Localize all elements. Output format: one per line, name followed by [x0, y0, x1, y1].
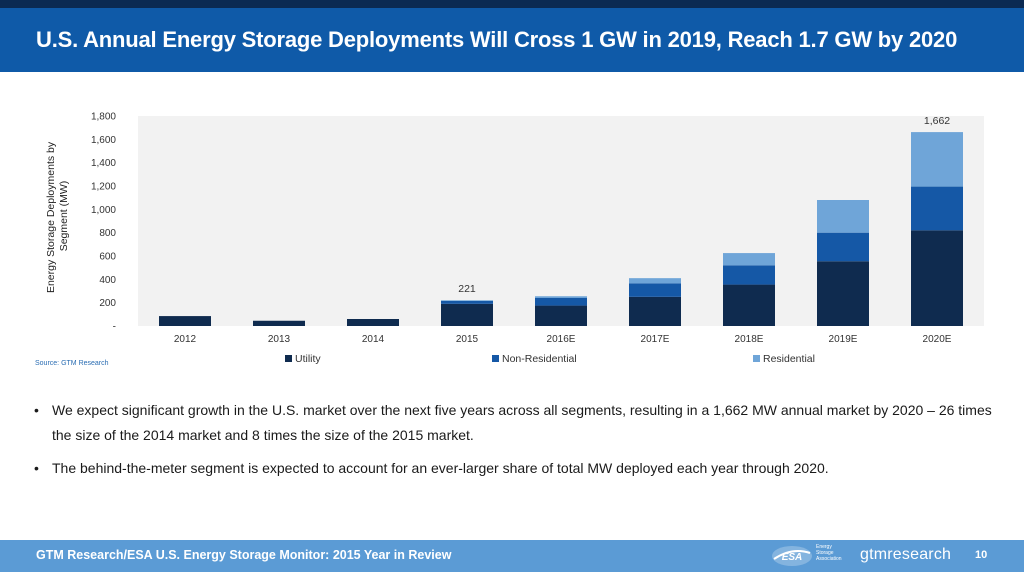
y-tick-label: - [113, 322, 116, 333]
x-tick-label: 2013 [268, 334, 291, 345]
y-tick-label: 1,200 [91, 182, 116, 193]
x-tick-label: 2017E [641, 334, 670, 345]
bar-segment-non-residential [535, 298, 587, 306]
bar-segment-utility [629, 296, 681, 326]
bar-segment-utility [817, 261, 869, 326]
bullet-item: The behind-the-meter segment is expected… [34, 456, 999, 481]
footer-bar: GTM Research/ESA U.S. Energy Storage Mon… [0, 540, 1024, 572]
bar-segment-non-residential [817, 232, 869, 262]
legend-swatch [285, 355, 292, 362]
x-tick-label: 2019E [829, 334, 858, 345]
bar-segment-residential [911, 132, 963, 187]
bar-segment-residential [723, 253, 775, 266]
y-axis-ticks: - 200 400 600 800 1,000 1,200 1,400 1,600 1,800 [91, 112, 116, 333]
esa-logo-icon: ESA [772, 546, 812, 566]
y-tick-label: 600 [99, 252, 116, 263]
bar-segment-non-residential [911, 186, 963, 231]
bar-segment-utility [911, 230, 963, 326]
legend-label: Residential [763, 353, 815, 365]
legend-swatch [492, 355, 499, 362]
bar-segment-utility [441, 303, 493, 326]
page-title: U.S. Annual Energy Storage Deployments W… [36, 27, 958, 52]
legend-label: Non-Residential [502, 353, 577, 365]
bar-segment-utility [347, 319, 399, 326]
gtm-brand-logo: gtmresearch [860, 546, 952, 563]
bar-segment-utility [723, 284, 775, 326]
bar-segment-residential [441, 300, 493, 301]
bullet-list: We expect significant growth in the U.S.… [34, 398, 999, 489]
footer-text: GTM Research/ESA U.S. Energy Storage Mon… [36, 548, 452, 562]
x-axis-ticks: 2012 2013 2014 2015 2016E 2017E 2018E 2019E 2020… [174, 334, 952, 345]
legend-swatch [753, 355, 760, 362]
y-axis-label: Energy Storage Deployments by Segment (M… [45, 139, 70, 293]
x-tick-label: 2015 [456, 334, 479, 345]
y-tick-label: 800 [99, 228, 116, 239]
bar-segment-non-residential [723, 265, 775, 285]
y-tick-label: 1,600 [91, 135, 116, 146]
bars [159, 132, 963, 326]
y-tick-label: 200 [99, 298, 116, 309]
y-tick-label: 1,000 [91, 205, 116, 216]
x-tick-label: 2012 [174, 334, 197, 345]
top-strip [0, 0, 1024, 8]
data-label: 221 [458, 283, 476, 295]
y-tick-label: 1,800 [91, 112, 116, 123]
bar-segment-residential [535, 296, 587, 298]
source-note: Source: GTM Research [35, 360, 109, 367]
bar-segment-utility [159, 316, 211, 326]
y-tick-label: 1,400 [91, 158, 116, 169]
y-tick-label: 400 [99, 275, 116, 286]
stacked-bar-chart: - 200 400 600 800 1,000 1,200 1,400 1,600 1,800 E… [45, 112, 984, 365]
bar-segment-residential [629, 278, 681, 284]
title-bar: U.S. Annual Energy Storage Deployments W… [0, 8, 1024, 72]
bar-segment-utility [253, 320, 305, 326]
x-tick-label: 2016E [547, 334, 576, 345]
esa-subtitle: Energy Storage Association [816, 544, 842, 562]
legend: Utility Non-Residential Residential [285, 353, 815, 365]
bar-segment-utility [535, 305, 587, 326]
bar-segment-non-residential [629, 283, 681, 297]
x-tick-label: 2020E [923, 334, 952, 345]
data-label: 1,662 [924, 115, 950, 127]
x-tick-label: 2018E [735, 334, 764, 345]
bullet-item: We expect significant growth in the U.S.… [34, 398, 999, 448]
legend-label: Utility [295, 353, 321, 365]
svg-text:ESA: ESA [782, 552, 803, 563]
page-number: 10 [975, 549, 988, 561]
bar-segment-non-residential [441, 300, 493, 304]
data-labels: 221 1,662 [458, 115, 950, 295]
bar-segment-residential [817, 200, 869, 233]
x-tick-label: 2014 [362, 334, 385, 345]
